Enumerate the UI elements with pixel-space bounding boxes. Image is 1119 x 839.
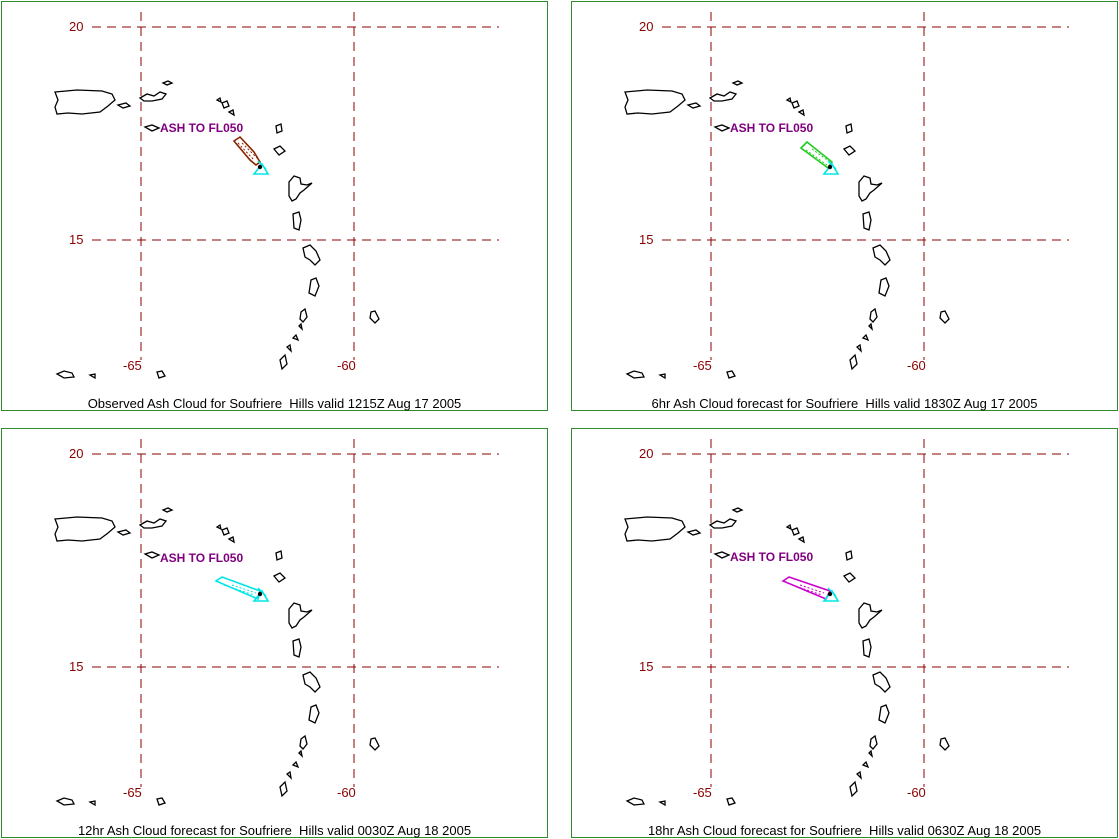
lon-label-minus-65: -65 xyxy=(123,785,142,800)
ash-altitude-label: ASH TO FL050 xyxy=(160,121,243,135)
ash-altitude-label: ASH TO FL050 xyxy=(730,550,813,564)
lon-label-minus-65: -65 xyxy=(693,358,712,373)
ash-altitude-label: ASH TO FL050 xyxy=(730,121,813,135)
map-panel-6hr: 20 15 -65 -60 ASH TO FL050 6hr Ash Cloud… xyxy=(571,1,1118,411)
lon-label-minus-60: -60 xyxy=(337,785,356,800)
coastlines xyxy=(624,507,950,807)
map-panel-observed: 20 15 -65 -60 ASH TO FL050 Observed Ash … xyxy=(1,1,548,411)
map-svg: 20 15 -65 -60 ASH TO FL050 xyxy=(624,439,1069,807)
volcano-marker-icon xyxy=(252,587,270,602)
map-panel-18hr: 20 15 -65 -60 ASH TO FL050 18hr Ash Clou… xyxy=(571,428,1118,838)
grid-lines xyxy=(92,439,499,787)
panel-caption: 18hr Ash Cloud forecast for Soufriere Hi… xyxy=(647,823,1042,838)
panel-caption: 12hr Ash Cloud forecast for Soufriere Hi… xyxy=(77,823,472,838)
lon-label-minus-60: -60 xyxy=(907,785,926,800)
grid-lines xyxy=(92,12,499,360)
lat-label-20: 20 xyxy=(69,446,83,461)
volcano-marker-icon xyxy=(822,160,840,175)
map-panel-12hr: 20 15 -65 -60 ASH TO FL050 12hr Ash Clou… xyxy=(1,428,548,838)
map-svg: 20 15 -65 -60 ASH TO FL050 xyxy=(54,439,499,807)
coastlines xyxy=(624,80,950,380)
volcano-marker-icon xyxy=(822,587,840,602)
ash-altitude-label: ASH TO FL050 xyxy=(160,551,243,565)
map-svg: 20 15 -65 -60 ASH TO FL050 xyxy=(54,12,499,380)
ash-cloud-polygon xyxy=(232,135,262,167)
ash-cloud-polygon xyxy=(214,576,261,601)
volcano-marker-icon xyxy=(252,160,270,175)
panel-caption: 6hr Ash Cloud forecast for Soufriere Hil… xyxy=(651,396,1038,411)
map-svg: 20 15 -65 -60 ASH TO FL050 xyxy=(624,12,1069,380)
lon-label-minus-65: -65 xyxy=(123,358,142,373)
panel-caption: Observed Ash Cloud for Soufriere Hills v… xyxy=(87,396,462,411)
ash-cloud-polygon xyxy=(799,140,834,170)
grid-lines xyxy=(662,439,1069,787)
lon-label-minus-65: -65 xyxy=(693,785,712,800)
lat-label-20: 20 xyxy=(69,19,83,34)
grid-lines xyxy=(662,12,1069,360)
lon-label-minus-60: -60 xyxy=(337,358,356,373)
lat-label-15: 15 xyxy=(69,659,83,674)
lat-label-15: 15 xyxy=(639,232,653,247)
coastlines xyxy=(54,507,380,807)
lat-label-20: 20 xyxy=(639,446,653,461)
lon-label-minus-60: -60 xyxy=(907,358,926,373)
ash-cloud-polygon xyxy=(781,576,832,601)
lat-label-20: 20 xyxy=(639,19,653,34)
lat-label-15: 15 xyxy=(69,232,83,247)
coastlines xyxy=(54,80,380,380)
lat-label-15: 15 xyxy=(639,659,653,674)
